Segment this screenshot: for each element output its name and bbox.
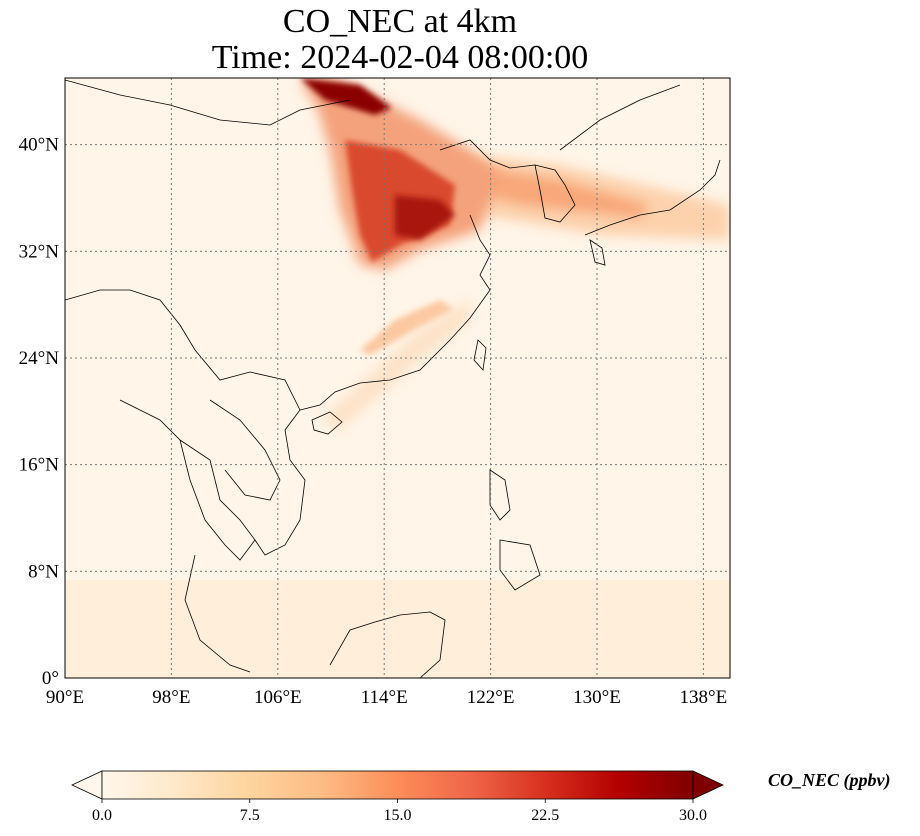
- japan-kyushu: [589, 239, 606, 266]
- lat-tick-label: 32°N: [19, 241, 60, 262]
- russia-coast: [559, 84, 681, 151]
- lat-tick-label: 16°N: [19, 455, 60, 476]
- colorbar-tick-label: 7.5: [240, 807, 260, 824]
- colorbar-label: CO_NEC (ppbv): [768, 770, 891, 791]
- latitude-labels: 0° 8°N 16°N 24°N 32°N 40°N: [19, 135, 60, 689]
- longitude-labels: 90°E 98°E 106°E 114°E 122°E 130°E 138°E: [46, 687, 727, 708]
- philippines-luzon: [489, 469, 511, 521]
- map-title: CO_NEC at 4km Time: 2024-02-04 08:00:00: [60, 4, 740, 76]
- philippines-mindanao: [499, 539, 541, 591]
- plume-northern-max: [300, 78, 392, 115]
- borneo-coast: [329, 611, 446, 678]
- lon-tick-label: 130°E: [573, 687, 621, 708]
- colorbar-ticks: 0.0 7.5 15.0 22.5 30.0: [92, 799, 707, 824]
- china-north-coast: [439, 139, 536, 169]
- borders-thailand: [179, 439, 256, 541]
- lon-tick-label: 106°E: [254, 687, 302, 708]
- colorbar-extend-min: [71, 770, 103, 800]
- colorbar-body: [101, 770, 694, 800]
- hainan-island: [311, 411, 343, 435]
- china-coast: [299, 214, 491, 411]
- southern-background-haze: [65, 580, 730, 678]
- coastlines: [65, 79, 721, 678]
- colorbar-extend-max: [692, 770, 724, 800]
- korea-peninsula: [534, 164, 576, 223]
- plume-max: [395, 195, 455, 240]
- lat-tick-label: 8°N: [28, 561, 59, 582]
- taiwan-island: [473, 339, 487, 371]
- concentration-field: [65, 78, 730, 678]
- colorbar-tick-label: 22.5: [531, 807, 559, 824]
- vietnam-coast: [254, 409, 306, 556]
- lon-tick-label: 138°E: [680, 687, 728, 708]
- plume-coastal-haze: [320, 300, 470, 430]
- borders-laos: [209, 399, 281, 501]
- malay-peninsula: [184, 554, 251, 673]
- colorbar-tick-label: 30.0: [679, 807, 707, 824]
- plume-streak: [360, 300, 455, 355]
- gridlines: [65, 78, 730, 678]
- borders-mongolia: [65, 79, 351, 126]
- title-variable: CO_NEC at 4km: [282, 3, 518, 40]
- borders-west: [65, 289, 301, 411]
- japan-honshu: [584, 159, 721, 236]
- lon-tick-label: 90°E: [46, 687, 84, 708]
- colorbar: 0.0 7.5 15.0 22.5 30.0 CO_NEC (ppbv): [71, 770, 891, 824]
- lon-tick-label: 114°E: [361, 687, 408, 708]
- mainland-southeast-asia: [119, 399, 256, 561]
- lat-tick-label: 24°N: [19, 348, 60, 369]
- lon-tick-label: 98°E: [152, 687, 190, 708]
- colorbar-tick-label: 15.0: [384, 807, 412, 824]
- lat-tick-label: 40°N: [19, 135, 60, 156]
- colorbar-tick-label: 0.0: [92, 807, 112, 824]
- title-time: Time: 2024-02-04 08:00:00: [211, 39, 589, 76]
- lat-tick-label: 0°: [42, 668, 59, 689]
- lon-tick-label: 122°E: [467, 687, 515, 708]
- map-frame: [64, 77, 731, 679]
